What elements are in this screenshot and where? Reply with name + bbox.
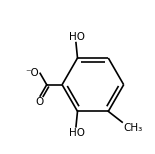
Text: O: O <box>35 97 44 107</box>
Text: ⁻O: ⁻O <box>25 68 39 78</box>
Text: CH₃: CH₃ <box>123 123 142 133</box>
Text: HO: HO <box>69 128 85 138</box>
Text: HO: HO <box>69 32 85 42</box>
